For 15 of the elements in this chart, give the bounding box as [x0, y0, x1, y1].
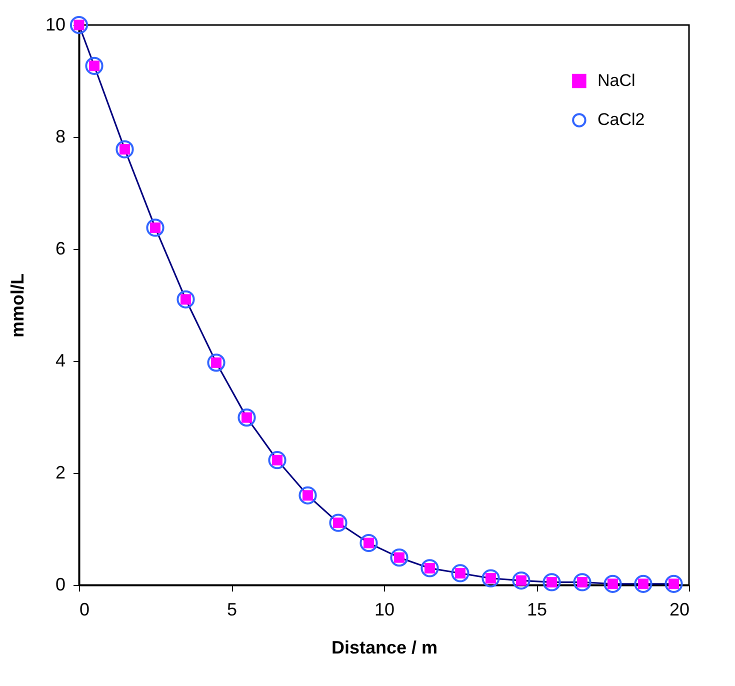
y-axis-title: mmol/L [7, 273, 28, 338]
y-tick-label: 10 [45, 14, 66, 34]
x-tick-label: 0 [80, 600, 90, 620]
x-tick-label: 5 [226, 600, 238, 620]
legend-label: CaCl2 [598, 110, 645, 130]
x-tick-label: 20 [669, 600, 690, 620]
y-tick-label: 8 [55, 126, 66, 146]
x-tick-label: 10 [374, 600, 395, 620]
x-tick-label: 15 [526, 600, 548, 620]
legend-label: NaCl [598, 71, 636, 90]
y-tick-label: 6 [55, 238, 66, 258]
x-axis-title: Distance / m [331, 638, 438, 658]
y-tick-label: 0 [55, 574, 66, 594]
y-tick-label: 4 [55, 350, 66, 370]
y-tick-label: 2 [55, 462, 66, 482]
